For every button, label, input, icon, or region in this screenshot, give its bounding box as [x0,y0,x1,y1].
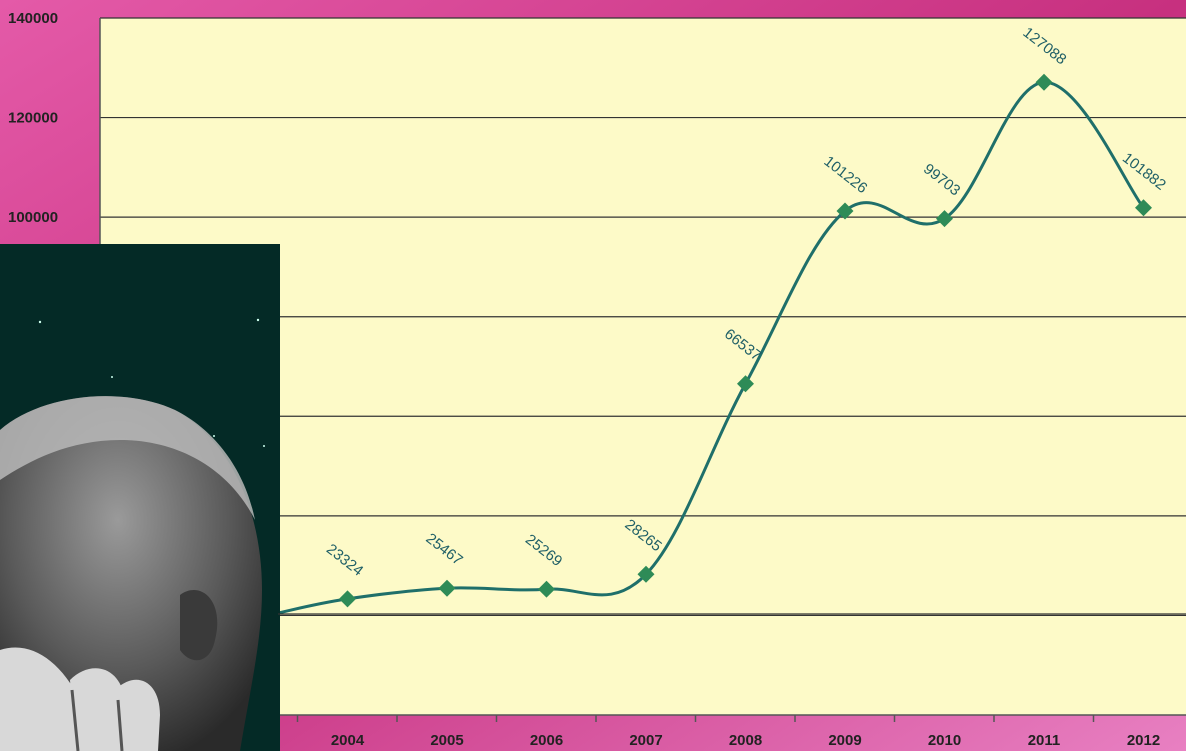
plot-area [100,18,1186,715]
finger-shadows-icon [70,689,124,751]
y-tick-labels: 100000 120000 140000 [8,10,58,226]
data-markers [339,73,1152,608]
series-line [277,80,1145,615]
x-tick-label: 2006 [530,732,563,749]
star-dot [263,445,265,447]
x-tick-label: 2012 [1127,732,1160,749]
data-point-marker [438,579,456,597]
y-tick-label: 100000 [8,209,58,226]
x-tick-labels: 2004 2005 2006 2007 2008 2009 2010 2011 2012 [331,732,1160,749]
star-dot [213,435,215,437]
x-tick-marks [296,715,1095,722]
y-tick-label: 120000 [8,110,58,127]
overlay-photo [0,244,280,751]
x-tick-label: 2004 [331,732,365,749]
man-covering-face-photo [0,396,262,751]
star-dot [38,320,42,324]
hair-icon [0,396,255,520]
x-tick-label: 2011 [1028,732,1061,749]
data-point-marker [936,210,953,228]
data-point-marker [836,202,854,220]
data-point-marker [339,590,356,608]
x-tick-label: 2007 [629,732,662,749]
gridlines [100,17,1186,617]
x-tick-label: 2005 [430,732,463,749]
x-tick-label: 2009 [828,732,861,749]
x-tick-label: 2010 [928,732,961,749]
data-point-marker [737,375,754,393]
data-point-marker [637,565,655,583]
data-point-marker [538,580,555,598]
y-tick-label: 140000 [8,10,58,27]
star-dot [256,318,260,322]
ear-icon [180,590,218,661]
x-tick-label: 2008 [729,732,762,749]
star-dot [111,376,113,378]
